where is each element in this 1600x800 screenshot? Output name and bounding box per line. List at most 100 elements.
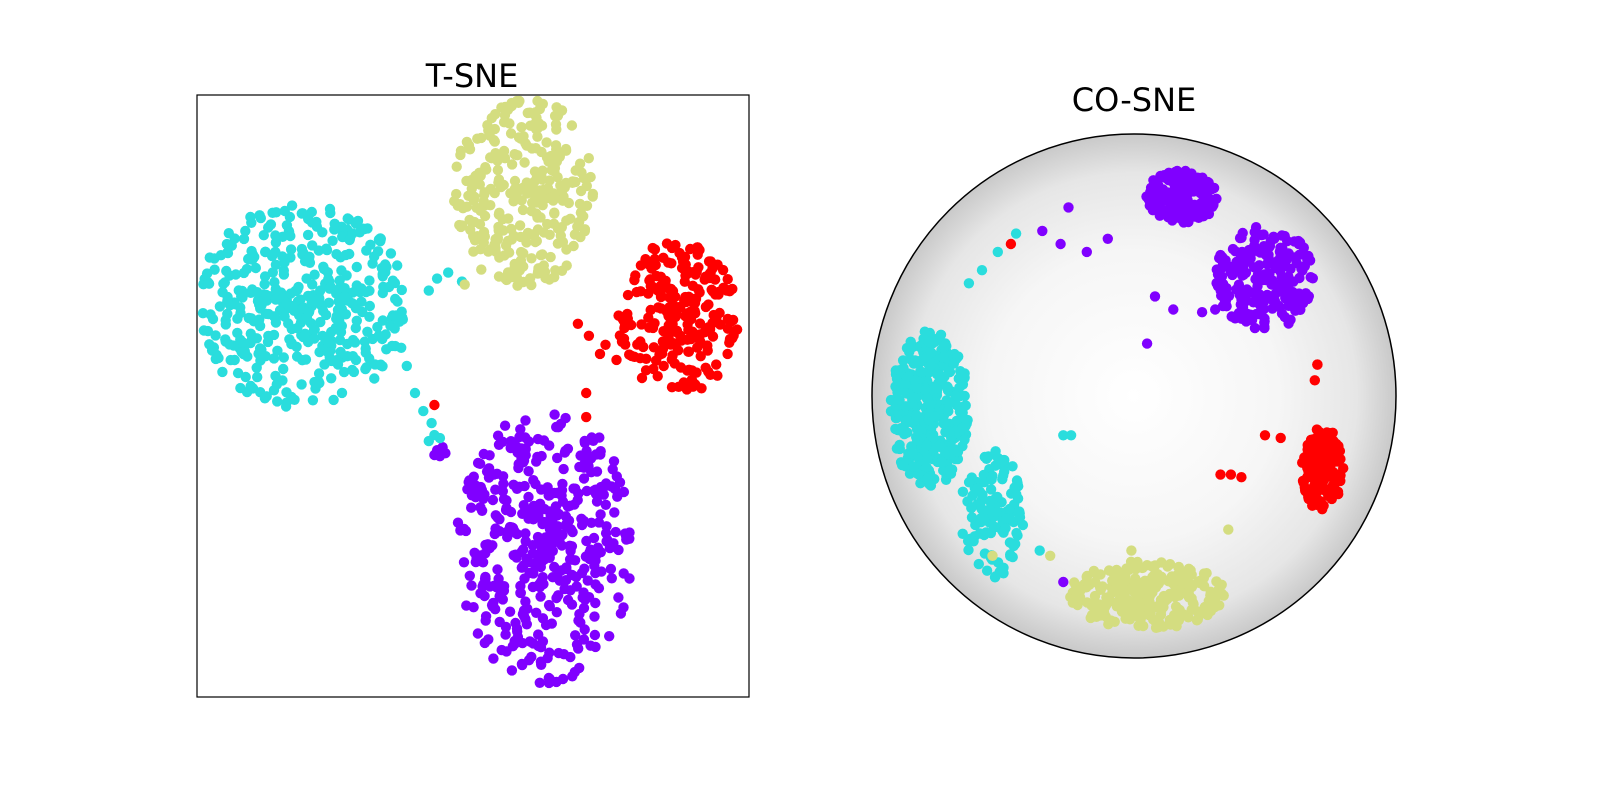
tsne-point-series-0 — [520, 614, 531, 625]
tsne-point-series-0 — [553, 422, 564, 433]
cosne-point-series-1 — [990, 571, 1001, 582]
cosne-point-series-0 — [1210, 304, 1221, 315]
tsne-point-series-0 — [516, 658, 528, 670]
cosne-point-series-1 — [926, 347, 937, 358]
tsne-point-series-0 — [595, 547, 606, 558]
tsne-point-series-0 — [534, 677, 545, 688]
tsne-point-series-0 — [498, 478, 509, 489]
tsne-point-series-2 — [549, 110, 561, 122]
tsne-point-series-2 — [538, 260, 549, 271]
cosne-point-series-2 — [1075, 584, 1087, 595]
cosne-point-series-0 — [1274, 283, 1286, 294]
tsne-point-series-0 — [549, 409, 560, 420]
cosne-point-series-2 — [1088, 597, 1100, 608]
cosne-point-series-0 — [1231, 256, 1242, 268]
cosne-point-series-1 — [959, 434, 970, 445]
tsne-point-series-0 — [606, 481, 617, 492]
cosne-point-series-1 — [923, 336, 934, 348]
cosne-point-series-1 — [966, 502, 977, 514]
tsne-point-series-0 — [561, 563, 572, 575]
tsne-point-series-3 — [611, 354, 622, 366]
cosne-point-series-1 — [973, 558, 984, 570]
tsne-point-series-0 — [492, 512, 503, 523]
tsne-point-series-0 — [595, 509, 606, 520]
tsne-point-series-0 — [501, 646, 512, 657]
tsne-point-series-0 — [559, 447, 571, 458]
cosne-point-series-0 — [1161, 173, 1172, 184]
cosne-point-series-3 — [1333, 488, 1344, 500]
tsne-point-series-2 — [526, 205, 537, 217]
tsne-point-series-3 — [702, 271, 713, 282]
cosne-point-series-0 — [1168, 304, 1179, 315]
tsne-point-series-1 — [228, 340, 239, 351]
tsne-point-series-3 — [636, 319, 647, 330]
tsne-point-series-1 — [372, 321, 383, 333]
tsne-point-series-1 — [297, 302, 309, 314]
cosne-point-series-0 — [1249, 234, 1260, 246]
tsne-chart: T-SNE — [196, 57, 750, 698]
tsne-point-series-2 — [514, 220, 526, 231]
tsne-point-series-1 — [347, 287, 359, 298]
cosne-point-series-2 — [1170, 601, 1182, 612]
tsne-point-series-0 — [493, 573, 504, 585]
tsne-point-series-2 — [490, 109, 501, 120]
tsne-point-series-2 — [500, 240, 512, 251]
tsne-point-series-3 — [572, 318, 584, 329]
tsne-point-series-0 — [565, 524, 577, 535]
tsne-point-series-0 — [464, 475, 475, 486]
tsne-point-series-0 — [468, 602, 479, 613]
tsne-point-series-1 — [222, 295, 233, 307]
tsne-point-series-2 — [560, 143, 572, 155]
tsne-point-series-1 — [434, 432, 446, 444]
cosne-point-series-0 — [1252, 281, 1263, 292]
tsne-point-series-1 — [423, 285, 434, 296]
tsne-point-series-0 — [568, 483, 579, 494]
tsne-point-series-0 — [550, 501, 562, 512]
tsne-point-series-1 — [278, 363, 289, 375]
cosne-point-series-0 — [1302, 254, 1313, 265]
cosne-point-series-1 — [936, 375, 947, 386]
tsne-point-series-1 — [347, 334, 359, 346]
tsne-point-series-0 — [467, 488, 479, 499]
cosne-point-series-2 — [1135, 607, 1147, 618]
tsne-point-series-2 — [530, 143, 541, 154]
tsne-point-series-0 — [501, 502, 512, 514]
tsne-point-series-1 — [268, 385, 280, 396]
tsne-point-series-0 — [511, 441, 522, 452]
tsne-point-series-3 — [696, 383, 707, 394]
cosne-point-series-1 — [992, 246, 1003, 258]
tsne-point-series-3 — [678, 377, 689, 388]
cosne-point-series-1 — [922, 453, 933, 464]
tsne-point-series-1 — [291, 341, 302, 352]
tsne-point-series-0 — [510, 549, 521, 560]
tsne-point-series-0 — [614, 477, 626, 488]
tsne-point-series-1 — [220, 336, 231, 347]
tsne-point-series-1 — [254, 320, 266, 332]
tsne-point-series-1 — [222, 247, 234, 259]
cosne-point-series-2 — [1132, 591, 1143, 602]
cosne-point-series-1 — [979, 451, 990, 463]
cosne-point-series-1 — [897, 355, 909, 366]
cosne-point-series-3 — [1259, 430, 1271, 441]
cosne-point-series-2 — [1107, 587, 1118, 598]
tsne-point-series-0 — [513, 462, 524, 474]
tsne-point-series-1 — [278, 352, 289, 363]
tsne-point-series-2 — [498, 225, 509, 236]
cosne-point-series-1 — [951, 415, 962, 426]
tsne-point-series-0 — [576, 567, 588, 579]
tsne-point-series-0 — [519, 480, 530, 492]
tsne-point-series-0 — [539, 539, 551, 551]
cosne-point-series-1 — [931, 383, 942, 394]
tsne-point-series-0 — [475, 502, 486, 513]
cosne-point-series-0 — [1081, 246, 1093, 258]
tsne-point-series-1 — [397, 312, 408, 323]
cosne-point-series-0 — [1184, 199, 1195, 210]
cosne-point-series-1 — [1065, 430, 1077, 441]
cosne-point-series-2 — [1069, 577, 1080, 588]
tsne-point-series-1 — [369, 251, 380, 262]
cosne-point-series-1 — [936, 456, 947, 468]
cosne-point-series-1 — [955, 366, 966, 377]
tsne-point-series-1 — [443, 267, 454, 278]
tsne-point-series-1 — [217, 366, 228, 378]
tsne-point-series-1 — [318, 263, 330, 275]
